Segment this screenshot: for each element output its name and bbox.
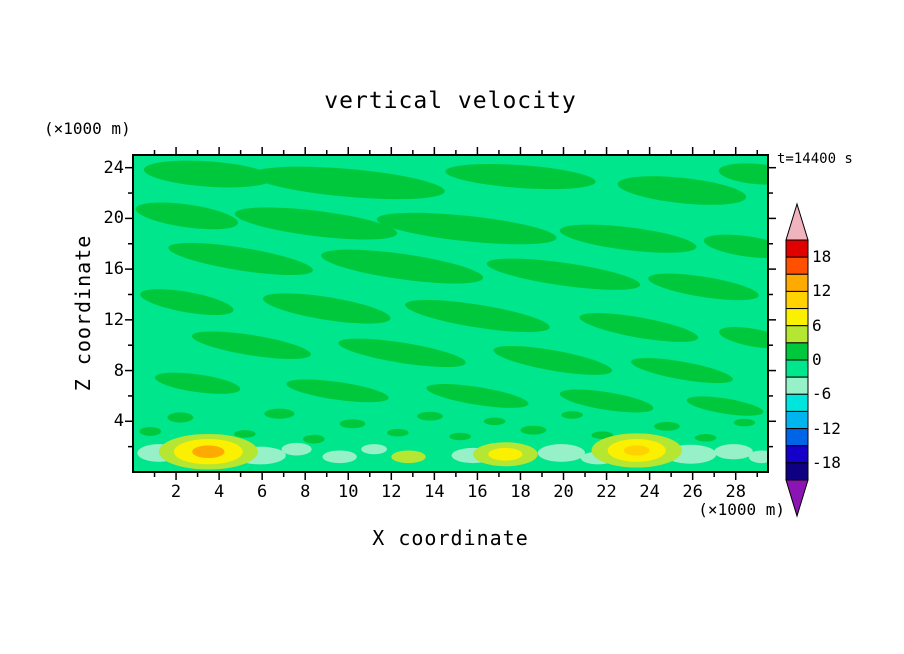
y-tick-label: 4 bbox=[113, 411, 124, 432]
colorbar-segment bbox=[785, 393, 809, 412]
x-tick-label: 12 bbox=[381, 482, 402, 502]
timestamp-label: t=14400 s bbox=[777, 151, 853, 167]
colorbar-tick-label: 18 bbox=[812, 247, 832, 267]
x-axis-unit-label: (×1000 m) bbox=[698, 500, 785, 519]
colorbar-tick-label: 0 bbox=[812, 350, 822, 369]
colorbar-tick-label: -6 bbox=[812, 384, 832, 404]
colorbar-tick-label: 6 bbox=[812, 315, 822, 335]
colorbar-segment bbox=[785, 428, 809, 447]
contour-field bbox=[133, 155, 768, 472]
x-tick-label: 8 bbox=[300, 482, 311, 502]
colorbar-segment bbox=[785, 359, 809, 378]
plot-frame bbox=[132, 154, 769, 473]
axis-ticks bbox=[125, 147, 776, 480]
y-axis-unit-label: (×1000 m) bbox=[44, 119, 131, 138]
y-tick-label: 12 bbox=[103, 309, 124, 330]
colorbar-segment bbox=[785, 273, 809, 292]
x-tick-label: 6 bbox=[257, 482, 268, 502]
colorbar-segment bbox=[785, 256, 809, 275]
x-tick-label: 22 bbox=[596, 482, 617, 502]
colorbar-arrow-top bbox=[785, 202, 809, 241]
x-tick-label: 2 bbox=[170, 482, 182, 502]
y-tick-label: 16 bbox=[103, 259, 124, 280]
colorbar-segment bbox=[785, 325, 809, 344]
colorbar-tick-label: 12 bbox=[812, 281, 832, 301]
x-tick-label: 14 bbox=[424, 482, 445, 502]
x-tick-label: 20 bbox=[553, 482, 574, 502]
x-tick-label: 18 bbox=[510, 482, 531, 502]
colorbar-tick-label: -18 bbox=[812, 452, 841, 472]
y-tick-label: 8 bbox=[113, 360, 124, 381]
colorbar-segment bbox=[785, 376, 809, 395]
x-axis-title: X coordinate bbox=[372, 526, 529, 550]
x-tick-label: 24 bbox=[639, 482, 660, 502]
x-tick-label: 16 bbox=[467, 482, 488, 502]
colorbar-segment bbox=[785, 410, 809, 430]
colorbar bbox=[785, 202, 809, 518]
y-tick-label: 24 bbox=[103, 157, 124, 178]
colorbar-segment bbox=[785, 462, 809, 481]
colorbar-segment bbox=[785, 239, 809, 258]
x-tick-label: 26 bbox=[682, 482, 703, 502]
x-tick-label: 10 bbox=[338, 482, 359, 502]
colorbar-tick-label: -12 bbox=[812, 418, 841, 438]
colorbar-arrow-bottom bbox=[785, 479, 809, 518]
colorbar-segment bbox=[785, 308, 809, 327]
chart-title: vertical velocity bbox=[324, 88, 577, 114]
x-tick-label: 28 bbox=[725, 482, 746, 502]
colorbar-segment bbox=[785, 445, 809, 464]
y-tick-label: 20 bbox=[103, 208, 124, 229]
x-tick-label: 4 bbox=[213, 482, 225, 502]
colorbar-segment bbox=[785, 290, 809, 310]
colorbar-segment bbox=[785, 342, 809, 361]
